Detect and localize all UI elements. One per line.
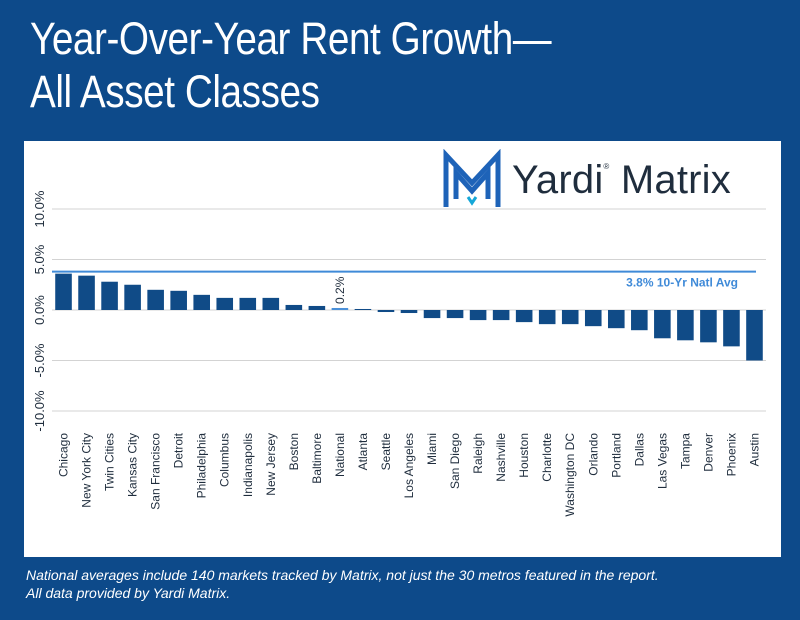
y-axis-ticks: 10.0% 5.0% 0.0% -5.0% -10.0% [32,190,47,431]
x-tick-label: Houston [517,433,531,478]
x-tick-label: Raleigh [471,433,485,474]
yardi-matrix-logo-icon [443,149,501,207]
bar-phoenix [723,310,740,347]
x-tick-label: Philadelphia [195,433,209,499]
x-tick-label: Columbus [218,433,232,487]
x-tick-label: Seattle [379,433,393,471]
x-tick-label: Miami [425,433,439,465]
y-tick-label: 10.0% [32,190,47,227]
bar-twin-cities [101,281,118,310]
reference-line-group: 3.8% 10-Yr Natl Avg [52,270,756,290]
logo-word-matrix: Matrix [620,157,731,202]
x-tick-label: Boston [287,433,301,470]
title-line-1: Year-Over-Year Rent Growth— [30,13,552,64]
footnote-line-2: All data provided by Yardi Matrix. [26,585,231,601]
bar-miami [423,310,441,319]
y-tick-label: -10.0% [32,390,47,432]
yardi-matrix-logo: Yardi® Matrix [440,147,780,213]
x-tick-label: Atlanta [356,433,370,471]
bar-orlando [584,310,602,327]
x-tick-label: Las Vegas [655,433,669,489]
x-tick-label: Phoenix [724,433,738,476]
bar-columbus [216,297,234,310]
chart-panel [24,141,781,557]
x-tick-label: Tampa [678,433,692,469]
x-tick-label: New Jersey [264,433,278,496]
bar-las-vegas [654,310,671,339]
bar-houston [515,310,533,323]
logo-word-yardi: Yardi [512,157,604,202]
footnote: National averages include 140 markets tr… [26,566,659,602]
x-tick-label: Los Angeles [402,433,416,498]
annotations: 0.2% [333,276,347,304]
x-tick-label: Chicago [57,433,71,477]
x-tick-label: National [333,433,347,477]
bar-chicago [55,273,72,310]
bar-raleigh [469,310,487,321]
y-tick-label: 0.0% [32,295,47,325]
x-tick-label: Portland [609,433,623,478]
x-tick-label: Baltimore [310,433,324,484]
bar-indianapolis [239,297,257,310]
x-tick-label: Nashville [494,433,508,482]
bar-kansas-city [124,284,141,310]
y-tick-label: -5.0% [32,343,47,377]
logo-wordmark: Yardi® Matrix [512,158,731,203]
footnote-line-1: National averages include 140 markets tr… [26,567,659,583]
x-tick-label: Charlotte [540,433,554,482]
bar-charlotte [538,310,556,325]
x-tick-label: Denver [701,433,715,472]
bars [55,273,763,361]
bar-seattle [377,310,395,313]
title-line-2: All Asset Classes [30,66,320,117]
x-tick-label: Twin Cities [103,433,117,491]
bar-nashville [492,310,510,321]
x-tick-label: Washington DC [563,433,577,517]
bar-denver [700,310,717,343]
bar-baltimore [308,305,326,310]
bar-dallas [631,310,648,331]
bar-philadelphia [193,294,211,310]
bar-washington-dc [561,310,579,325]
x-tick-label: Detroit [172,432,186,468]
y-tick-label: 5.0% [32,244,47,274]
bar-national [331,307,349,310]
bar-portland [607,310,625,329]
x-tick-label: San Francisco [149,433,163,510]
x-tick-label: Austin [747,433,761,466]
bar-new-york-city [78,275,95,310]
registered-mark: ® [603,161,610,171]
national-value-label: 0.2% [333,276,347,304]
x-tick-label: San Diego [448,433,462,489]
bar-los-angeles [400,310,418,314]
bar-san-francisco [147,289,164,310]
bar-atlanta [354,308,372,310]
x-tick-label: Kansas City [126,433,140,497]
page-title: Year-Over-Year Rent Growth— All Asset Cl… [30,12,684,118]
reference-line-label: 3.8% 10-Yr Natl Avg [626,276,738,290]
bar-detroit [170,290,187,310]
bar-new-jersey [262,297,280,310]
x-tick-label: New York City [80,433,94,508]
bar-boston [285,304,303,310]
bar-tampa [677,310,694,341]
bar-austin [746,310,763,361]
x-tick-label: Orlando [586,433,600,476]
x-axis-labels: Chicago New York City Twin Cities Kansas Ci… [57,432,762,516]
x-tick-label: Dallas [632,433,646,466]
x-tick-label: Indianapolis [241,433,255,497]
bar-san-diego [446,310,464,319]
